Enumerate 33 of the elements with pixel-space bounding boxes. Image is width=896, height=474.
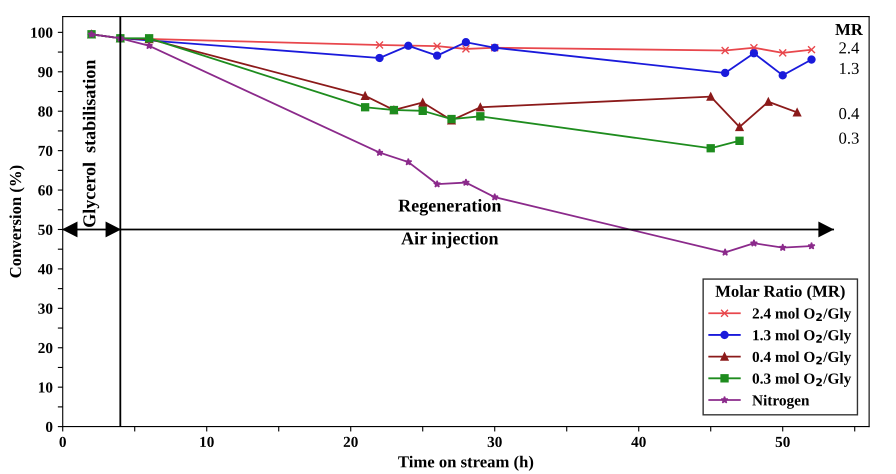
y-tick-label: 80 xyxy=(38,106,52,117)
x-tick-label: 50 xyxy=(776,436,790,448)
annotation: Regeneration xyxy=(398,198,502,216)
y-tick-label: 50 xyxy=(38,224,52,235)
legend-label: 0.3 mol O$_{2}$/Gly xyxy=(752,372,852,387)
y-axis-title: Conversion (%) xyxy=(9,166,25,278)
annotation: 1.3 xyxy=(840,62,859,74)
y-tick-label: 40 xyxy=(38,264,52,274)
x-tick-label: 10 xyxy=(200,436,214,448)
legend-label: 2.4 mol O$_{2}$/Gly xyxy=(752,308,852,322)
y-tick-label: 70 xyxy=(38,146,52,156)
legend-label: 1.3 mol O$_{2}$/Gly xyxy=(753,330,852,344)
y-tick-label: 0 xyxy=(46,422,52,432)
legend-title: Molar Ratio (MR) xyxy=(715,285,845,300)
annotation: MR xyxy=(835,24,863,35)
x-tick-label: 20 xyxy=(344,436,358,448)
x-tick-label: 30 xyxy=(488,436,502,448)
x-axis-title: Time on stream (h) xyxy=(398,456,534,471)
y-tick-label: 90 xyxy=(38,66,52,78)
legend-label: Nitrogen xyxy=(752,394,810,409)
y-tick-label: 100 xyxy=(31,28,52,38)
y-tick-label: 60 xyxy=(38,185,52,196)
y-tick-label: 10 xyxy=(38,382,52,393)
annotation: Glycerol stabilisation xyxy=(82,60,100,227)
x-tick-label: 40 xyxy=(631,436,646,448)
y-tick-label: 20 xyxy=(38,342,52,354)
annotation: Air injection xyxy=(401,232,498,248)
x-tick-label: 0 xyxy=(59,436,66,448)
y-tick-label: 30 xyxy=(38,303,52,314)
legend-label: 0.4 mol O$_{2}$/Gly xyxy=(752,351,852,366)
annotation: 2.4 xyxy=(839,42,860,54)
annotation: 0.4 xyxy=(839,108,860,120)
annotation: 0.3 xyxy=(839,132,859,144)
